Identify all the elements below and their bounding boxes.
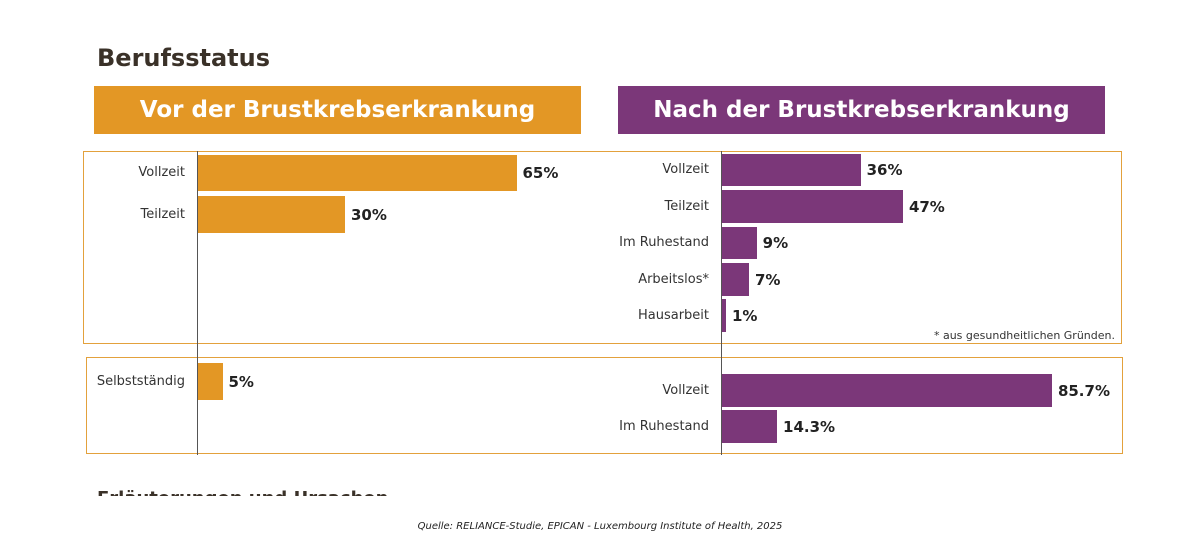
banner-after: Nach der Brustkrebserkrankung <box>618 86 1105 134</box>
panel-box-employed <box>83 151 1122 344</box>
category-label: Arbeitslos* <box>638 271 709 287</box>
value-label: 47% <box>908 197 945 216</box>
bar <box>722 154 861 186</box>
bar <box>198 196 345 233</box>
bar <box>198 363 223 400</box>
bar <box>722 227 757 259</box>
category-label: Vollzeit <box>662 162 709 177</box>
cut-off-heading: Erläuterungen und Ursachen <box>97 488 388 496</box>
bar <box>722 299 726 332</box>
value-label: 85.7% <box>1057 381 1110 400</box>
source-note: Quelle: RELIANCE-Studie, EPICAN - Luxemb… <box>417 521 783 532</box>
value-label: 14.3% <box>783 417 836 436</box>
banner-before: Vor der Brustkrebserkrankung <box>94 86 581 134</box>
panel-box-selfemployed <box>86 357 1123 454</box>
value-label: 7% <box>754 270 781 289</box>
category-label: Hausarbeit <box>637 307 709 323</box>
bar <box>198 155 517 191</box>
category-label: Teilzeit <box>664 198 709 214</box>
category-label: Vollzeit <box>662 382 709 398</box>
footnote: * aus gesundheitlichen Gründen. <box>933 329 1115 342</box>
value-label: 1% <box>732 306 758 325</box>
category-label: Teilzeit <box>140 206 185 222</box>
axis-before <box>197 151 198 455</box>
category-label: Vollzeit <box>138 165 185 180</box>
page-title: Berufsstatus <box>97 44 271 72</box>
value-label: 36% <box>866 161 903 179</box>
value-label: 65% <box>522 164 559 182</box>
value-label: 30% <box>351 205 387 224</box>
category-label: Im Ruhestand <box>619 235 709 250</box>
value-label: 9% <box>762 234 789 252</box>
category-label: Selbstständig <box>96 373 185 389</box>
value-label: 5% <box>228 372 254 391</box>
bar <box>722 190 903 223</box>
axis-after <box>721 151 722 455</box>
bar <box>722 410 778 443</box>
bar <box>722 374 1052 407</box>
bar <box>722 263 749 296</box>
category-label: Im Ruhestand <box>619 418 709 434</box>
